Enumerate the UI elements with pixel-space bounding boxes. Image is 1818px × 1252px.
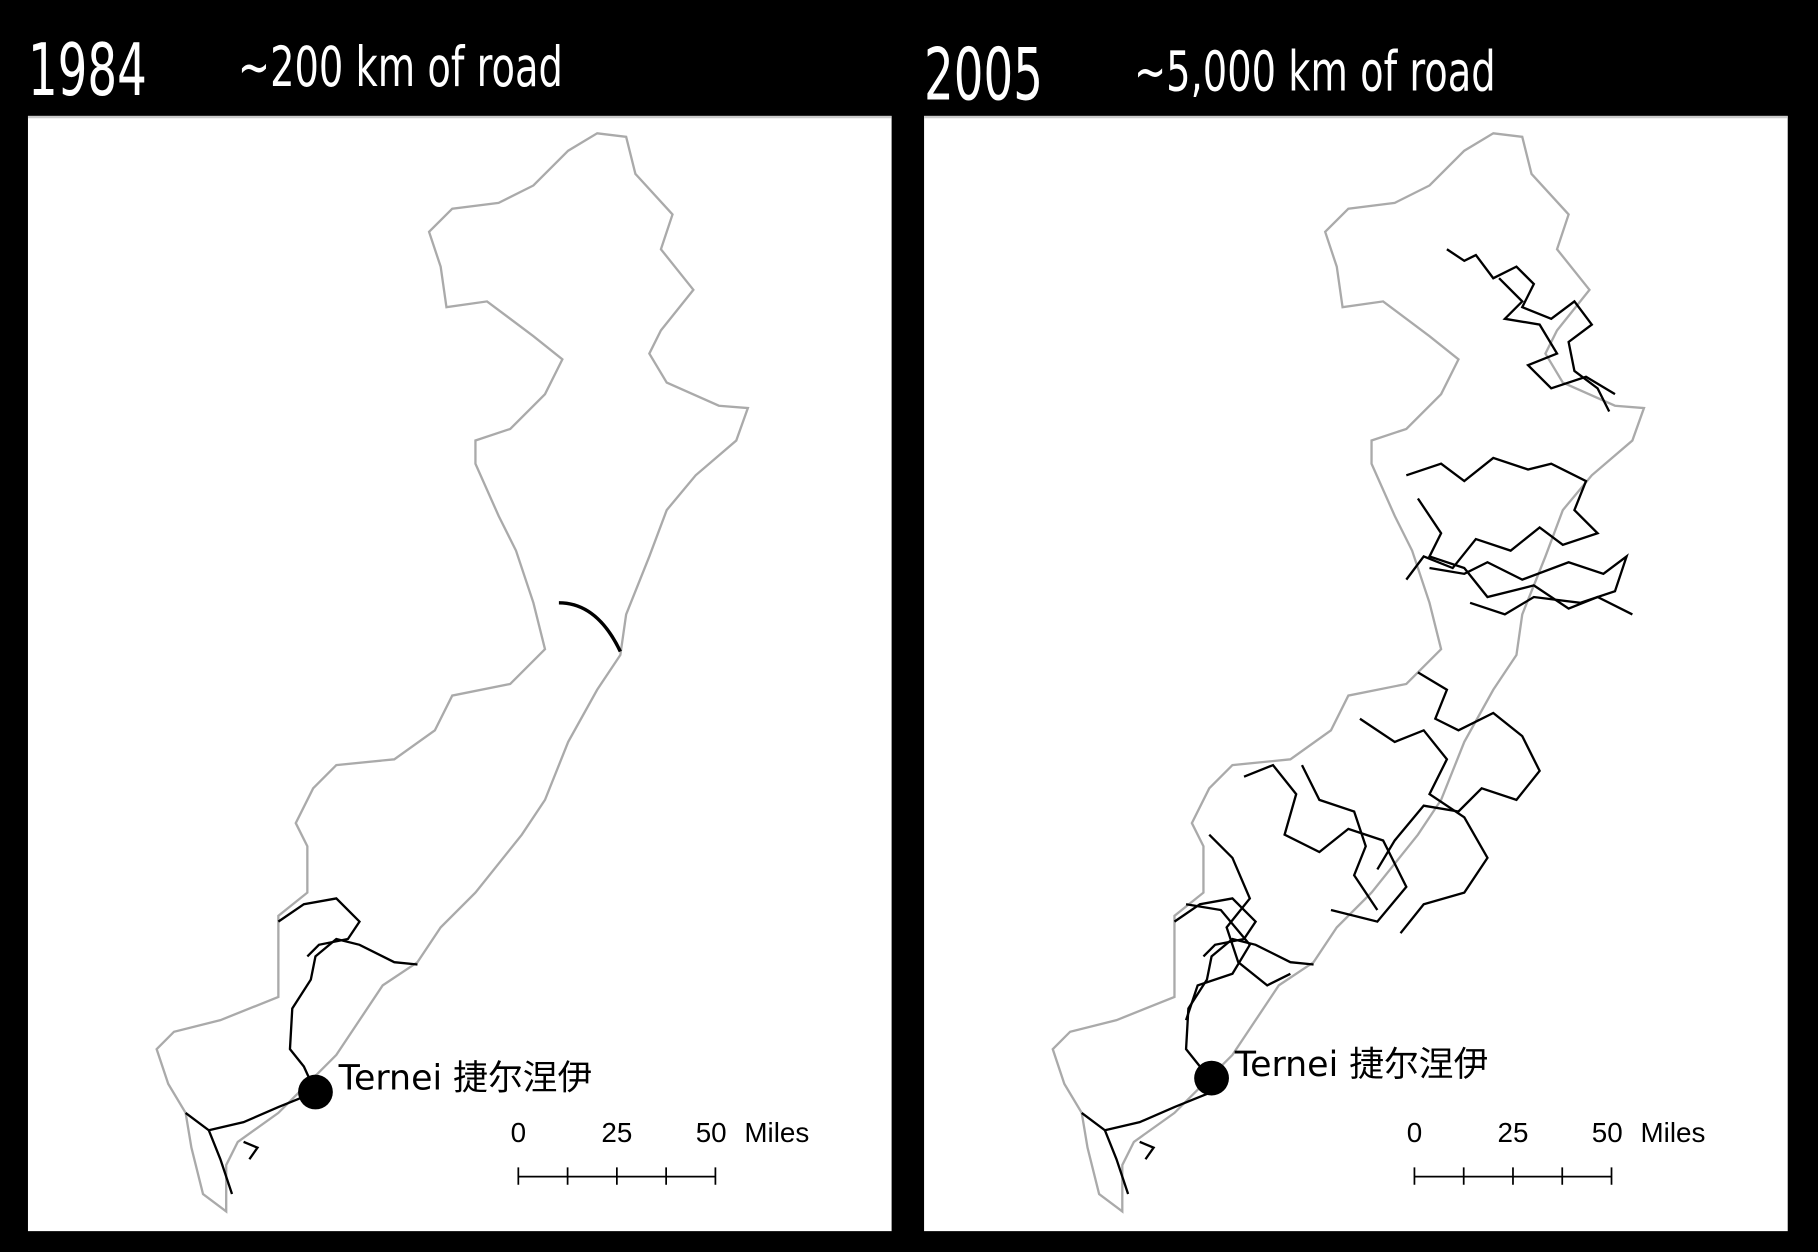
scale-unit: Miles [744,1117,809,1148]
subtitle: ~5,000 km of road [1134,40,1496,104]
year: 2005 [924,34,1043,117]
year: 1984 [28,30,147,113]
place-label: Ternei 捷尔涅伊 [1234,1045,1489,1085]
scale-label: 25 [1498,1117,1529,1148]
town-marker [298,1074,333,1110]
panel: 2005 ~5,000 km of road Ternei 捷尔涅伊 0 25 50 Mil… [924,34,1788,1232]
place-label: Ternei 捷尔涅伊 [338,1059,593,1099]
subtitle: ~200 km of road [238,36,563,100]
scale-label: 0 [511,1117,526,1148]
scale-label: 0 [1407,1117,1422,1148]
scale-label: 50 [1592,1117,1623,1148]
scale-label: 50 [696,1117,727,1148]
scale-unit: Miles [1640,1117,1705,1148]
town-marker [1194,1060,1229,1096]
scale-label: 25 [601,1117,632,1148]
panel: 1984 ~200 km of road Ternei 捷尔涅伊 0 25 50 Miles [27,30,892,1232]
